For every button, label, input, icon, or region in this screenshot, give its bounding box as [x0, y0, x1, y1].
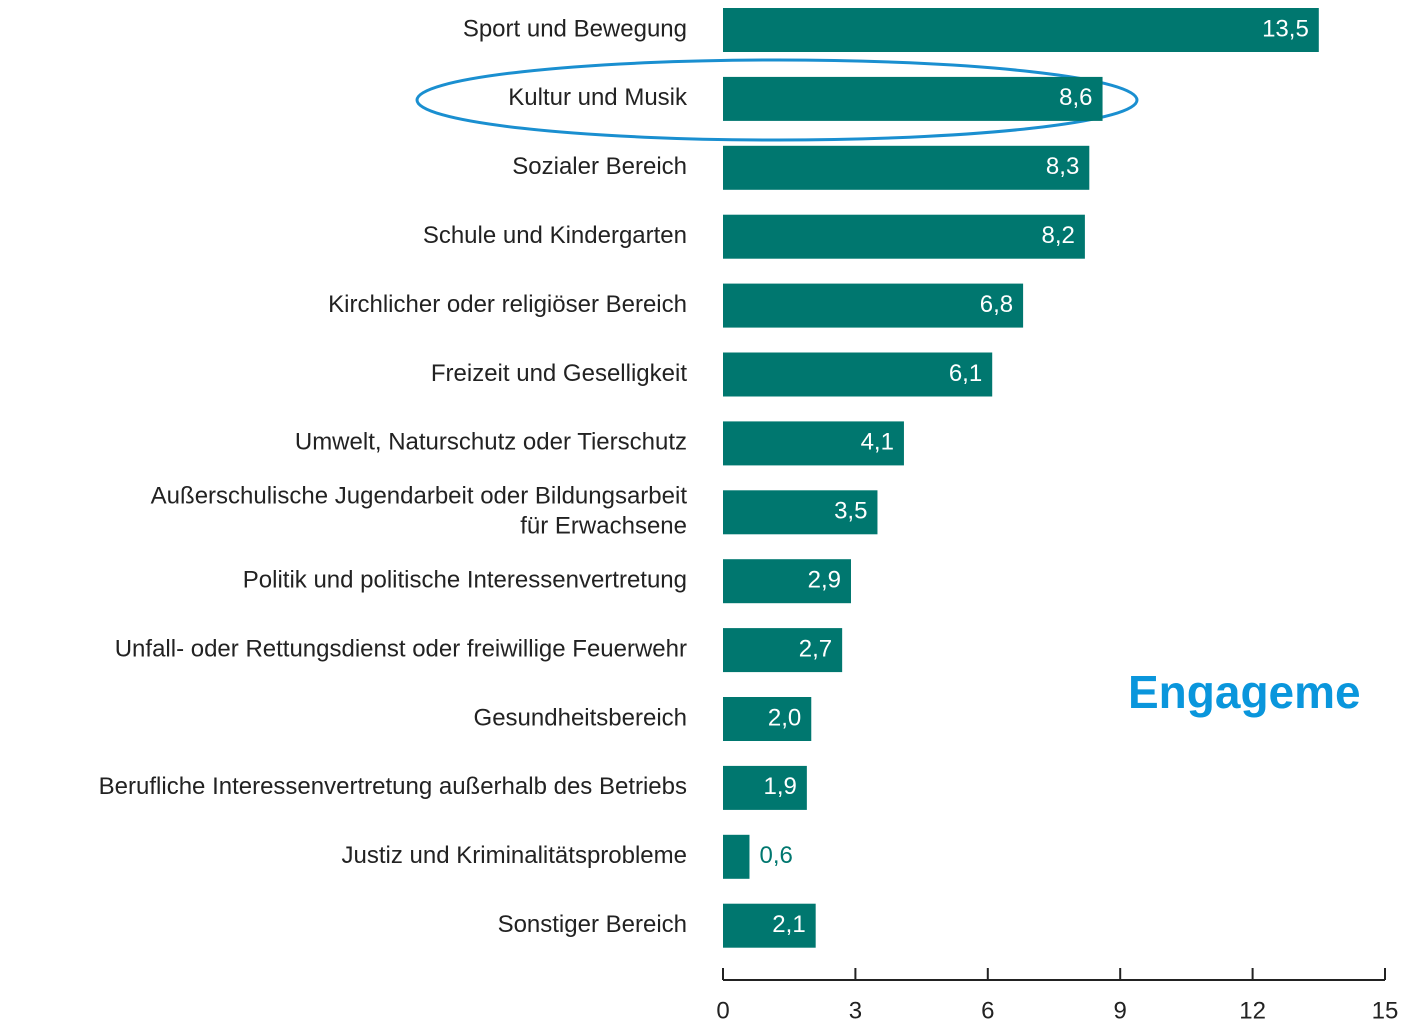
value-label: 8,3 — [1046, 153, 1079, 180]
x-tick-label: 12 — [1239, 997, 1266, 1024]
value-label: 1,9 — [763, 773, 796, 800]
x-tick-label: 6 — [981, 997, 994, 1024]
value-label: 8,2 — [1042, 222, 1075, 249]
category-label: Kultur und Musik — [508, 84, 688, 111]
value-label: 0,6 — [759, 842, 792, 869]
value-label: 2,9 — [808, 567, 841, 594]
x-tick-label: 0 — [716, 997, 729, 1024]
bar — [723, 697, 812, 741]
x-tick-label: 3 — [849, 997, 862, 1024]
category-label: Gesundheitsbereich — [474, 704, 687, 731]
bar — [723, 145, 1090, 190]
x-tick-label: 15 — [1372, 997, 1399, 1024]
highlight-ellipse — [415, 58, 1139, 142]
value-label: 2,0 — [768, 704, 801, 731]
category-label: Sport und Bewegung — [463, 15, 687, 42]
x-tick-label: 9 — [1114, 997, 1127, 1024]
category-label: Politik und politische Interessenvertret… — [243, 567, 687, 594]
bar — [723, 559, 851, 604]
bar — [723, 8, 1319, 52]
category-label: Außerschulische Jugendarbeit oder Bildun… — [151, 483, 688, 540]
value-label: 6,8 — [980, 291, 1013, 318]
bar — [723, 283, 1024, 328]
bar — [723, 490, 878, 535]
bar — [723, 214, 1085, 259]
category-label: Berufliche Interessenvertretung außerhal… — [99, 773, 687, 800]
value-label: 6,1 — [949, 360, 982, 387]
value-label: 2,7 — [799, 635, 832, 662]
category-label: Freizeit und Geselligkeit — [431, 360, 687, 387]
category-label: Sonstiger Bereich — [498, 911, 687, 938]
bar — [723, 903, 816, 948]
value-label: 3,5 — [834, 498, 867, 525]
category-label: Schule und Kindergarten — [423, 222, 687, 249]
category-label: Umwelt, Naturschutz oder Tierschutz — [295, 429, 687, 456]
value-label: 4,1 — [861, 429, 894, 456]
bar — [723, 765, 807, 810]
bar — [723, 628, 843, 673]
category-label: Sozialer Bereich — [512, 153, 687, 180]
category-label: Kirchlicher oder religiöser Bereich — [328, 291, 687, 318]
annotation: Engageme — [1128, 666, 1361, 718]
bar — [723, 76, 1103, 121]
category-label: Justiz und Kriminalitätsprobleme — [342, 842, 687, 869]
value-label: 13,5 — [1262, 15, 1309, 42]
bar — [723, 352, 993, 397]
bar — [723, 421, 904, 466]
category-label: Unfall- oder Rettungsdienst oder freiwil… — [115, 635, 687, 662]
value-label: 8,6 — [1059, 84, 1092, 111]
value-label: 2,1 — [772, 911, 805, 938]
bar — [723, 834, 750, 879]
